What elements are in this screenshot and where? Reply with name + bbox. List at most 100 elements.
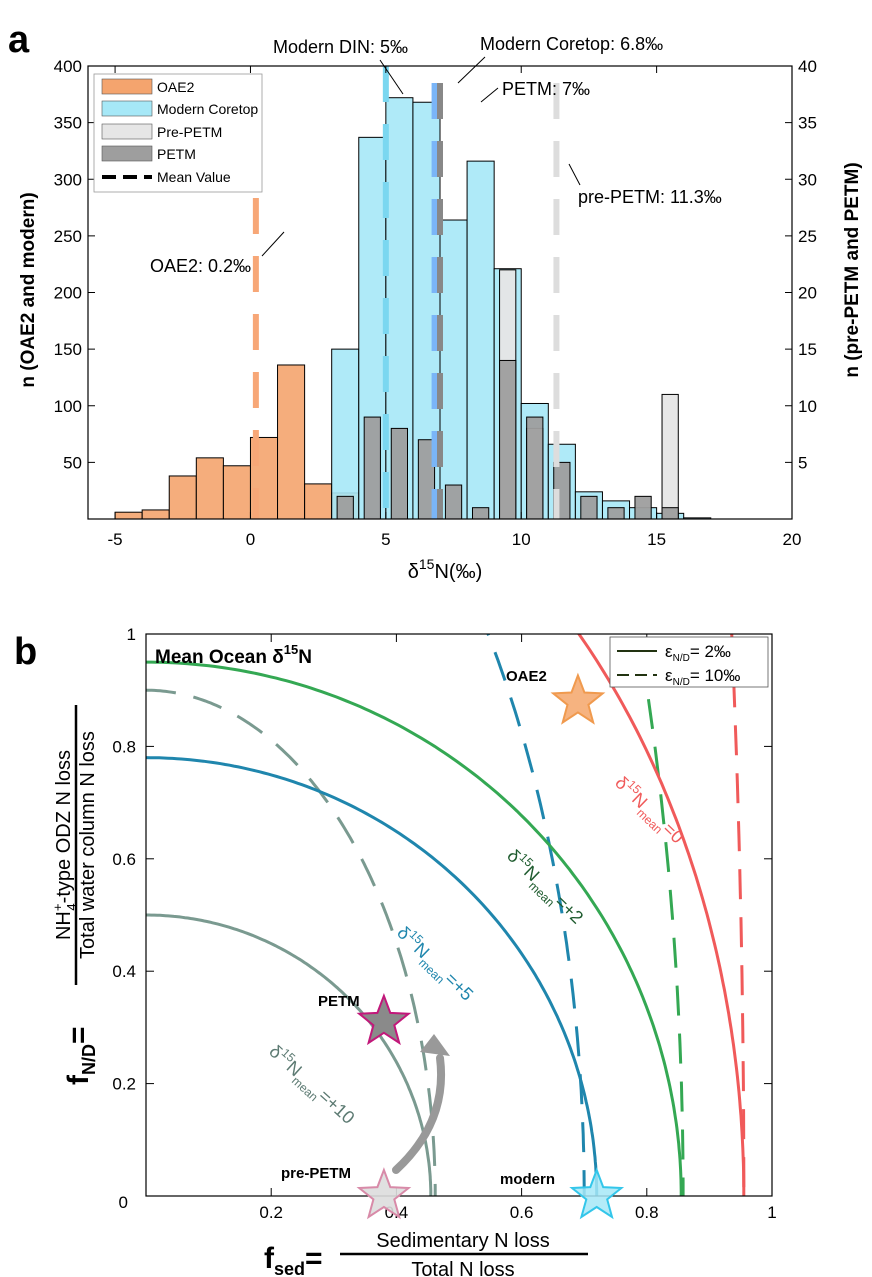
x-tick-label: 5	[381, 530, 390, 549]
oae2-bar	[304, 483, 333, 519]
y-tick-label-left: 100	[54, 397, 82, 416]
panel-a-legend: OAE2 Modern Coretop Pre-PETM PETM Mean V…	[93, 73, 263, 193]
marker-label-petm: PETM	[318, 993, 360, 1010]
panel-b-markers	[356, 672, 625, 1220]
y-tick-label: 0.8	[112, 737, 136, 756]
marker-label-oae2: OAE2	[506, 668, 547, 685]
panel-b-title: Mean Ocean δ15N	[155, 642, 312, 668]
oae2-bar	[114, 511, 143, 519]
petm-bar	[363, 416, 381, 519]
petm-bar	[417, 439, 436, 519]
annotation-petm: PETM: 7‰	[502, 79, 590, 99]
x-tick-label: 0.6	[510, 1203, 534, 1222]
svg-text:δ15Nmean=+2: δ15Nmean=+2	[500, 843, 590, 931]
petm-bar	[580, 495, 598, 519]
y-tick-label-right: 10	[798, 397, 817, 416]
svg-text:Total water column N loss: Total water column N loss	[77, 731, 99, 959]
legend-label-modern: Modern Coretop	[157, 101, 258, 117]
panel-a-left-ylabel: n (OAE2 and modern)	[18, 192, 39, 387]
oae2-bar	[195, 457, 224, 519]
svg-text:Sedimentary N loss: Sedimentary N loss	[376, 1230, 549, 1252]
legend-label-petm: PETM	[157, 146, 196, 162]
transition-arrow-shaft	[392, 1054, 445, 1174]
modern-bar	[439, 219, 468, 519]
star-marker	[550, 672, 606, 725]
legend-label-mean: Mean Value	[157, 169, 231, 185]
panel-a-label: a	[8, 19, 30, 61]
curve-line	[146, 688, 437, 1196]
y-tick-label-left: 250	[54, 227, 82, 246]
panel-b-legend-frame	[609, 636, 769, 688]
y-tick-label: 0.6	[112, 850, 136, 869]
x-tick-label: 20	[783, 530, 802, 549]
marker-label-modern: modern	[500, 1171, 555, 1188]
panel-a-ticks: -5 0 5 10 15 20 50 100 150 200 250 300 350 400 5 10 15 20…	[54, 57, 817, 549]
annotation-pre-petm-leader	[568, 163, 581, 186]
annotation-pre-petm: pre-PETM: 11.3‰	[578, 187, 722, 207]
legend-eps-10: εN/D= 10‰	[665, 666, 740, 688]
annotation-petm-leader	[480, 87, 499, 103]
curve-line	[146, 913, 433, 1196]
svg-text:fsed=: fsed=	[264, 1242, 323, 1277]
origin-tick-label: 0	[119, 1193, 128, 1212]
curve-label-0: δ15Nmean=0	[608, 770, 690, 851]
transition-arrow-head	[420, 1034, 450, 1056]
modern-bar	[466, 160, 495, 519]
y-tick-label-right: 35	[798, 114, 817, 133]
y-tick-label: 0.4	[112, 962, 136, 981]
panel-b-ylabel: fN/D= NH+4-type ODZ N loss Total water c…	[50, 705, 99, 1085]
transition-arrow	[392, 1034, 450, 1174]
svg-text:δ15Nmean=0: δ15Nmean=0	[608, 770, 690, 851]
annotation-modern-coretop-leader	[457, 56, 486, 84]
petm-bar	[634, 495, 652, 519]
panel-b-axes-frame	[145, 633, 773, 1197]
oae2-bar	[141, 509, 170, 519]
panel-b-curves	[146, 634, 746, 1196]
marker-label-pre-petm: pre-PETM	[281, 1165, 351, 1182]
x-tick-label: 1	[767, 1203, 776, 1222]
y-tick-label-right: 25	[798, 227, 817, 246]
y-tick-label-right: 15	[798, 340, 817, 359]
annotation-oae2-leader	[261, 231, 285, 257]
svg-text:fN/D=: fN/D=	[62, 1026, 99, 1085]
panel-b-label: b	[14, 631, 37, 673]
panel-a-right-ylabel: n (pre-PETM and PETM)	[842, 162, 863, 377]
legend-swatch-modern	[101, 100, 153, 117]
panel-b-xlabel: fsed= Sedimentary N loss Total N loss	[264, 1230, 588, 1277]
star-marker	[569, 1167, 625, 1220]
pre-petm-bar	[661, 393, 679, 519]
x-tick-label: 10	[512, 530, 531, 549]
y-tick-label-left: 150	[54, 340, 82, 359]
y-tick-label-left: 200	[54, 284, 82, 303]
oae2-bar	[222, 465, 251, 519]
y-tick-label-left: 400	[54, 57, 82, 76]
annotation-oae2: OAE2: 0.2‰	[150, 256, 251, 276]
y-tick-label-right: 20	[798, 284, 817, 303]
legend-label-prepetm: Pre-PETM	[157, 124, 222, 140]
petm-bar	[526, 416, 544, 519]
petm-bar	[471, 507, 490, 519]
y-tick-label-right: 30	[798, 170, 817, 189]
curve-label-2: δ15Nmean=+2	[500, 843, 590, 931]
legend-swatch-oae2	[101, 78, 153, 95]
annotation-modern-din-leader	[379, 59, 404, 95]
y-tick-label: 0.2	[112, 1075, 136, 1094]
y-tick-label-right: 5	[798, 453, 807, 472]
petm-bar	[336, 495, 354, 519]
svg-text:NH+4-type ODZ N loss: NH+4-type ODZ N loss	[50, 750, 79, 940]
x-tick-label: 0	[246, 530, 255, 549]
x-tick-label: 15	[647, 530, 666, 549]
petm-bar	[661, 507, 679, 519]
x-tick-label: 0.2	[259, 1203, 283, 1222]
petm-bar	[607, 507, 625, 519]
y-tick-label-left: 300	[54, 170, 82, 189]
petm-bar	[444, 484, 463, 519]
annotation-modern-coretop: Modern Coretop: 6.8‰	[480, 34, 663, 54]
modern-bar	[331, 348, 360, 519]
x-tick-label: -5	[108, 530, 123, 549]
panel-a-xlabel: δ15N(‰)	[408, 556, 482, 583]
svg-text:δ15Nmean=+10: δ15Nmean=+10	[262, 1039, 361, 1132]
oae2-bar	[168, 475, 197, 519]
petm-bar	[390, 427, 409, 519]
